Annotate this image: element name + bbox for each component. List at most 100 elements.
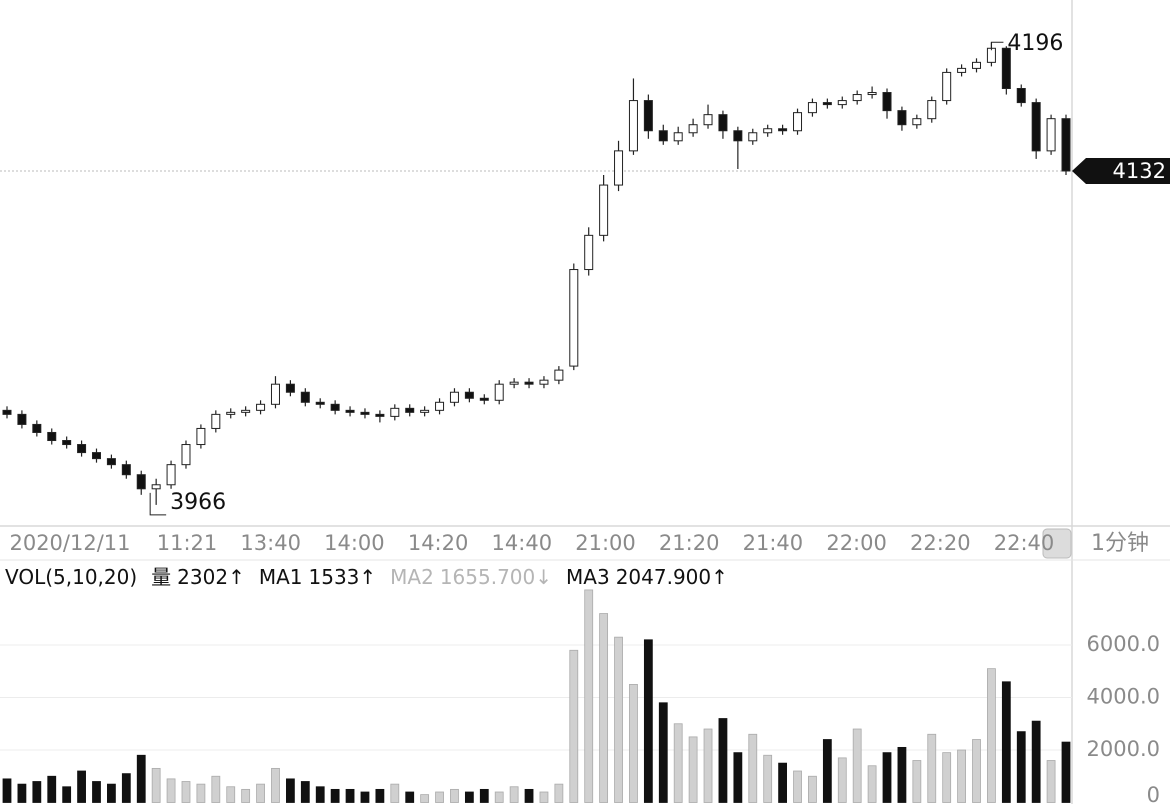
volume-bar	[629, 683, 638, 803]
candle-body	[285, 383, 295, 393]
x-tick-label: 11:21	[157, 531, 218, 555]
volume-bar	[1031, 720, 1041, 803]
candle-body	[77, 444, 87, 454]
low-label: 3966	[170, 490, 226, 515]
volume-bar	[47, 775, 57, 803]
indicator-value: 1655.700↓	[440, 565, 552, 589]
candle-body	[852, 94, 862, 102]
high-marker	[990, 41, 1004, 51]
volume-bar	[464, 791, 474, 803]
candle-body	[822, 102, 832, 106]
candle-body	[882, 92, 892, 112]
candle-body	[1001, 47, 1011, 90]
x-tick-label: 2020/12/11	[9, 531, 130, 555]
volume-bar	[718, 718, 728, 803]
candle-body	[315, 401, 325, 405]
candle-body	[151, 484, 161, 490]
period-button[interactable]: 1分钟	[1091, 531, 1149, 556]
candle-body	[837, 100, 847, 106]
candle-body	[957, 67, 967, 73]
x-tick-label: 21:00	[575, 531, 636, 555]
volume-bar	[77, 770, 86, 803]
candle-body	[942, 71, 952, 102]
volume-bar	[658, 702, 668, 803]
candle-body	[748, 132, 758, 142]
candle-body	[211, 413, 221, 429]
candle-body	[628, 100, 638, 152]
volume-bar	[151, 767, 161, 803]
candle-body	[539, 379, 549, 385]
volume-bar	[703, 728, 713, 803]
volume-bar	[897, 746, 907, 803]
candle-body	[121, 464, 131, 476]
x-tick-label: 22:00	[826, 531, 887, 555]
volume-bar	[643, 639, 653, 803]
candle-body	[62, 440, 72, 446]
scroll-handle[interactable]	[1042, 528, 1072, 559]
candle-body	[479, 397, 489, 401]
volume-bar	[867, 765, 877, 803]
volume-bar	[32, 781, 42, 803]
volume-bar	[315, 786, 325, 803]
candle-body	[1016, 88, 1026, 104]
volume-bar	[822, 739, 832, 803]
candle-body	[599, 184, 609, 236]
volume-bar	[136, 754, 146, 803]
volume-bar	[778, 762, 788, 803]
y-tick-label: 6000.0	[1087, 632, 1160, 656]
volume-bar	[733, 752, 743, 803]
last-price-label: 4132	[1113, 159, 1166, 183]
candle-body	[1031, 102, 1041, 152]
candle-body	[718, 114, 728, 132]
volume-bar	[673, 723, 683, 803]
volume-bar	[285, 778, 295, 803]
legend-title: VOL(5,10,20)	[5, 565, 137, 589]
x-tick-label: 14:20	[408, 531, 469, 555]
candle-body	[196, 427, 206, 446]
indicator-value: 1533↑	[309, 565, 377, 589]
candle-body	[912, 118, 922, 126]
candle-body	[390, 407, 400, 417]
volume-bar	[539, 791, 549, 803]
candle-body	[778, 128, 788, 132]
y-tick-label: 0	[1147, 783, 1160, 804]
volume-bar	[450, 788, 459, 803]
volume-bar	[494, 791, 504, 803]
volume-bar	[972, 739, 981, 803]
y-tick-label: 4000.0	[1087, 685, 1160, 709]
volume-bar	[957, 749, 966, 803]
candle-body	[375, 413, 385, 417]
candle-body	[47, 431, 57, 442]
volume-bar	[181, 781, 191, 803]
candle-body	[1061, 118, 1071, 172]
volume-bar	[1046, 760, 1056, 803]
candle-body	[106, 458, 116, 466]
volume-bar	[226, 786, 236, 803]
volume-bar	[852, 728, 862, 803]
volume-bar	[17, 783, 27, 803]
candle-body	[763, 128, 773, 134]
candle-body	[688, 124, 698, 134]
indicator-name: MA2	[390, 565, 434, 589]
candle-body	[360, 411, 370, 415]
candle-body	[166, 464, 176, 486]
volume-bar	[882, 752, 892, 803]
volume-bar	[405, 791, 415, 803]
candle-body	[32, 423, 42, 433]
volume-bar	[987, 668, 996, 803]
candle-body	[733, 130, 743, 142]
candle-body	[345, 409, 355, 413]
indicator-value: 2302↑	[177, 565, 245, 589]
volume-bar	[912, 760, 922, 803]
volume-bar	[196, 783, 206, 803]
candle-body	[569, 269, 579, 367]
volume-bar	[509, 786, 519, 803]
indicator-legend: VOL(5,10,20) 量 2302↑ MA1 1533↑ MA2 1655.700↓ MA…	[5, 565, 728, 589]
candle-body	[435, 401, 445, 411]
candle-body	[420, 409, 430, 413]
candle-body	[897, 110, 907, 126]
high-label: 4196	[1007, 31, 1063, 56]
volume-bar	[837, 757, 847, 803]
x-tick-label: 22:20	[910, 531, 971, 555]
